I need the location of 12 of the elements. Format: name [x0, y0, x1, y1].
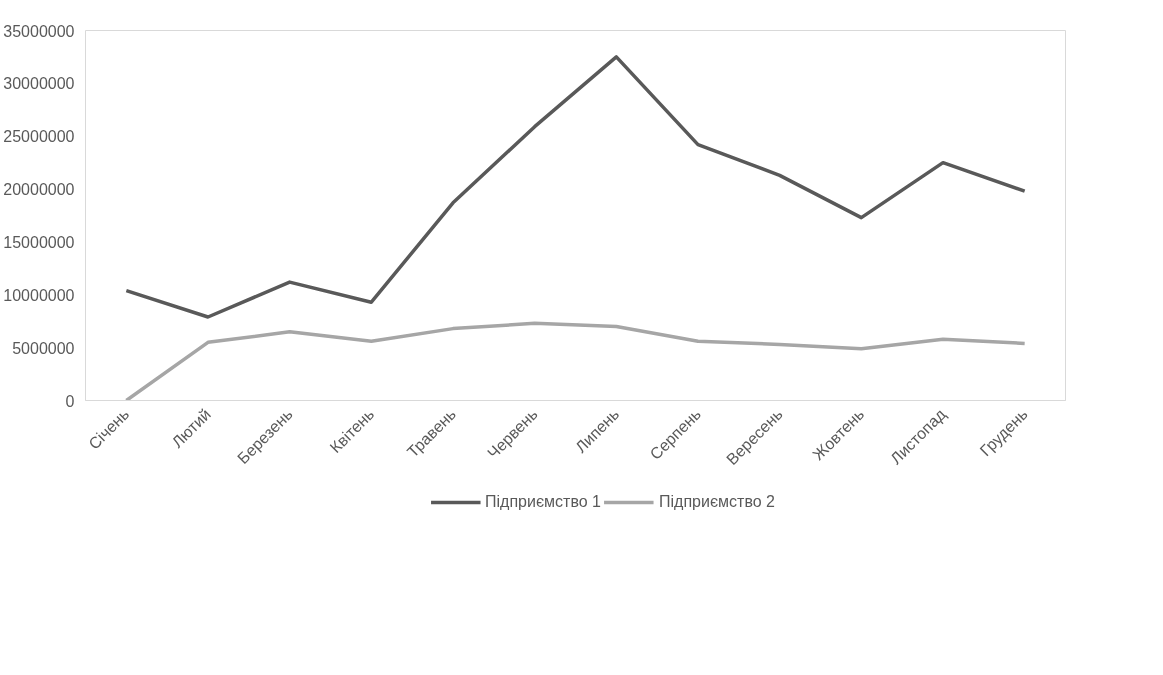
y-tick-label: 25000000: [3, 128, 75, 146]
line-series: [124, 55, 1027, 319]
legend-label: Підприємство 1: [485, 493, 601, 511]
y-tick-label: 30000000: [3, 75, 75, 93]
legend-label: Підприємство 2: [659, 493, 775, 511]
y-tick-label: 15000000: [3, 233, 75, 251]
y-tick-label: 20000000: [3, 181, 75, 199]
y-tick-label: 0: [65, 392, 75, 410]
y-tick-label: 10000000: [3, 286, 75, 304]
line-series: [124, 321, 1027, 401]
y-tick-label: 35000000: [3, 22, 75, 40]
y-tick-label: 5000000: [12, 339, 75, 357]
